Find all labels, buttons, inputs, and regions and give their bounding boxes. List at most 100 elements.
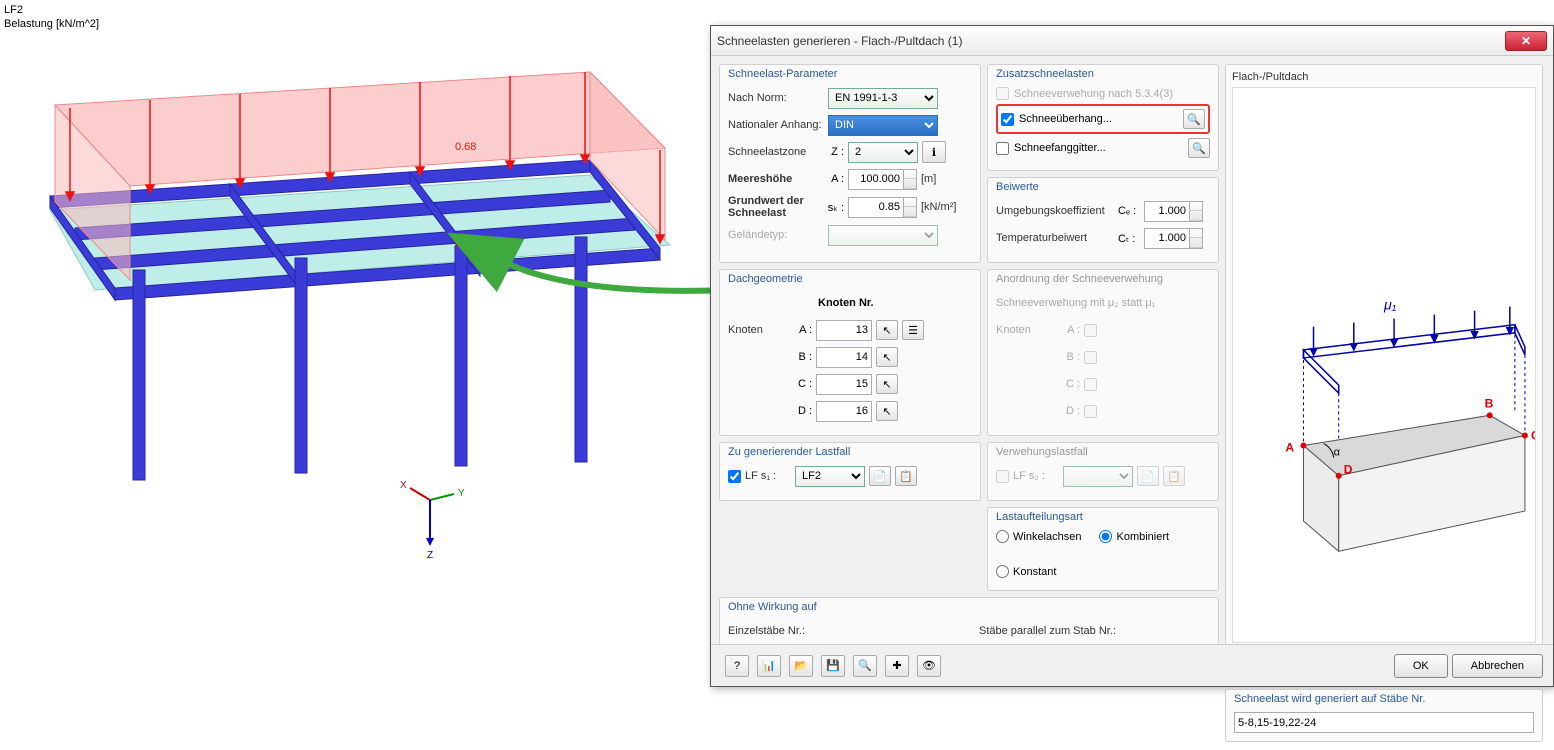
kd-input[interactable] bbox=[816, 401, 872, 422]
gelaende-select bbox=[828, 225, 938, 246]
lfs1-chk[interactable] bbox=[728, 470, 741, 483]
lfs2-edit-button: 📋 bbox=[1163, 466, 1185, 486]
svg-text:Z: Z bbox=[427, 550, 433, 561]
ct-label: Temperaturbeiwert bbox=[996, 232, 1118, 244]
chk-verwehung[interactable]: Schneeverwehung nach 5.3.4(3) bbox=[996, 87, 1210, 100]
ka-input[interactable] bbox=[816, 320, 872, 341]
group-schneelast-parameter: Schneelast-Parameter Nach Norm: EN 1991-… bbox=[719, 64, 981, 263]
group-title: Dachgeometrie bbox=[728, 273, 803, 285]
ok-button[interactable]: OK bbox=[1394, 654, 1448, 678]
ka-list-button[interactable]: ☰ bbox=[902, 320, 924, 340]
snow-load-dialog: Schneelasten generieren - Flach-/Pultdac… bbox=[710, 25, 1554, 687]
chk-ueberhang-box[interactable] bbox=[1001, 113, 1014, 126]
svg-text:μ₁: μ₁ bbox=[1383, 297, 1397, 313]
fanggitter-detail-button[interactable]: 🔍 bbox=[1188, 138, 1210, 158]
load-value-edge: 0.06 bbox=[455, 239, 476, 251]
ueberhang-detail-button[interactable]: 🔍 bbox=[1183, 109, 1205, 129]
lfs2-chk bbox=[996, 470, 1009, 483]
an-b-chk bbox=[1084, 351, 1097, 364]
hoehe-spinner[interactable] bbox=[903, 169, 917, 190]
knoten-label: Knoten bbox=[728, 324, 788, 336]
preview-svg: μ₁ bbox=[1233, 88, 1535, 642]
lfs2-select bbox=[1063, 466, 1133, 487]
structure-svg: 0.68 0.06 X Y Z bbox=[0, 0, 710, 687]
norm-label: Nach Norm: bbox=[728, 92, 828, 104]
hoehe-input[interactable] bbox=[848, 169, 904, 190]
norm-select[interactable]: EN 1991-1-3 bbox=[828, 88, 938, 109]
ka-sym: A : bbox=[788, 324, 816, 336]
an-a-chk bbox=[1084, 324, 1097, 337]
vp-label-lf: LF2 bbox=[4, 4, 23, 16]
ct-sym: Cₜ : bbox=[1118, 232, 1144, 245]
close-button[interactable]: ✕ bbox=[1505, 31, 1547, 51]
highlight-ueberhang: Schneeüberhang... 🔍 bbox=[996, 104, 1210, 134]
zone-info-button[interactable]: ℹ bbox=[922, 141, 946, 163]
grundwert-spinner[interactable] bbox=[903, 197, 917, 218]
group-title: Schneelast-Parameter bbox=[728, 68, 837, 80]
preview-panel: Flach-/Pultdach μ₁ bbox=[1225, 64, 1543, 683]
search-button[interactable]: 🔍 bbox=[853, 655, 877, 677]
zone-label: Schneelastzone bbox=[728, 146, 820, 158]
radio-winkel[interactable]: Winkelachsen bbox=[996, 530, 1081, 543]
group-zusatz: Zusatzschneelasten Schneeverwehung nach … bbox=[987, 64, 1219, 171]
chk-ueberhang[interactable]: Schneeüberhang... 🔍 bbox=[1001, 109, 1205, 129]
kb-pick-button[interactable]: ↖ bbox=[876, 347, 898, 367]
titlebar[interactable]: Schneelasten generieren - Flach-/Pultdac… bbox=[711, 26, 1553, 56]
help-button[interactable]: ? bbox=[725, 655, 749, 677]
view-button[interactable]: 👁 bbox=[917, 655, 941, 677]
group-title: Schneelast wird generiert auf Stäbe Nr. bbox=[1234, 693, 1425, 705]
kb-input[interactable] bbox=[816, 347, 872, 368]
group-verwehung-lf: Verwehungslastfall LF s₂ : 📄 📋 bbox=[987, 442, 1219, 501]
lfs1-select[interactable]: LF2 bbox=[795, 466, 865, 487]
svg-text:C: C bbox=[1531, 428, 1535, 442]
chk-fanggitter[interactable]: Schneefanggitter... 🔍 bbox=[996, 138, 1210, 158]
svg-text:Y: Y bbox=[458, 488, 465, 499]
group-lastfall: Zu generierender Lastfall LF s₁ : LF2 📄 … bbox=[719, 442, 981, 501]
grundwert-label: Grundwert der Schneelast bbox=[728, 195, 820, 219]
group-title: Beiwerte bbox=[996, 181, 1039, 193]
zone-select[interactable]: 2 bbox=[848, 142, 918, 163]
svg-text:A: A bbox=[1285, 441, 1294, 455]
open-button[interactable]: 📂 bbox=[789, 655, 813, 677]
anhang-select[interactable]: DIN bbox=[828, 115, 938, 136]
kc-input[interactable] bbox=[816, 374, 872, 395]
viewport-3d[interactable]: LF2 Belastung [kN/m^2] bbox=[0, 0, 710, 687]
cancel-button[interactable]: Abbrechen bbox=[1452, 654, 1543, 678]
group-title: Zu generierender Lastfall bbox=[728, 446, 850, 458]
save-button[interactable]: 💾 bbox=[821, 655, 845, 677]
svg-text:D: D bbox=[1344, 463, 1353, 477]
kd-sym: D : bbox=[788, 405, 816, 417]
kc-pick-button[interactable]: ↖ bbox=[876, 374, 898, 394]
radio-konstant[interactable]: Konstant bbox=[996, 565, 1056, 578]
ct-input[interactable] bbox=[1144, 228, 1190, 249]
hoehe-sym: A : bbox=[820, 173, 848, 185]
group-title: Ohne Wirkung auf bbox=[728, 601, 817, 613]
lfs1-new-button[interactable]: 📄 bbox=[869, 466, 891, 486]
kb-sym: B : bbox=[788, 351, 816, 363]
grundwert-input[interactable] bbox=[848, 197, 904, 218]
ce-spinner[interactable] bbox=[1189, 201, 1203, 222]
generiert-input[interactable] bbox=[1234, 712, 1534, 733]
group-dachgeometrie: Dachgeometrie Knoten Nr. Knoten A : ↖ ☰ … bbox=[719, 269, 981, 436]
lfs2-label: LF s₂ : bbox=[1013, 470, 1063, 482]
lfs1-label: LF s₁ : bbox=[745, 470, 795, 482]
chk-fanggitter-box[interactable] bbox=[996, 142, 1009, 155]
an-d-chk bbox=[1084, 405, 1097, 418]
ct-spinner[interactable] bbox=[1189, 228, 1203, 249]
ka-pick-button[interactable]: ↖ bbox=[876, 320, 898, 340]
lfs1-edit-button[interactable]: 📋 bbox=[895, 466, 917, 486]
anordnung-sub: Schneeverwehung mit μ₂ statt μ₁ bbox=[996, 297, 1155, 309]
kd-pick-button[interactable]: ↖ bbox=[876, 401, 898, 421]
ce-input[interactable] bbox=[1144, 201, 1190, 222]
grundwert-sym: sₖ : bbox=[820, 201, 848, 214]
group-beiwerte: Beiwerte Umgebungskoeffizient Cₑ : Tempe… bbox=[987, 177, 1219, 263]
svg-text:B: B bbox=[1485, 396, 1494, 410]
knoten-header: Knoten Nr. bbox=[818, 297, 874, 309]
svg-text:X: X bbox=[400, 480, 407, 491]
dialog-title: Schneelasten generieren - Flach-/Pultdac… bbox=[717, 34, 1505, 48]
group-title: Verwehungslastfall bbox=[996, 446, 1088, 458]
dialog-footer: ? 📊 📂 💾 🔍 ✚ 👁 OK Abbrechen bbox=[711, 644, 1553, 686]
radio-kombiniert[interactable]: Kombiniert bbox=[1099, 530, 1169, 543]
units-button[interactable]: 📊 bbox=[757, 655, 781, 677]
coord-button[interactable]: ✚ bbox=[885, 655, 909, 677]
